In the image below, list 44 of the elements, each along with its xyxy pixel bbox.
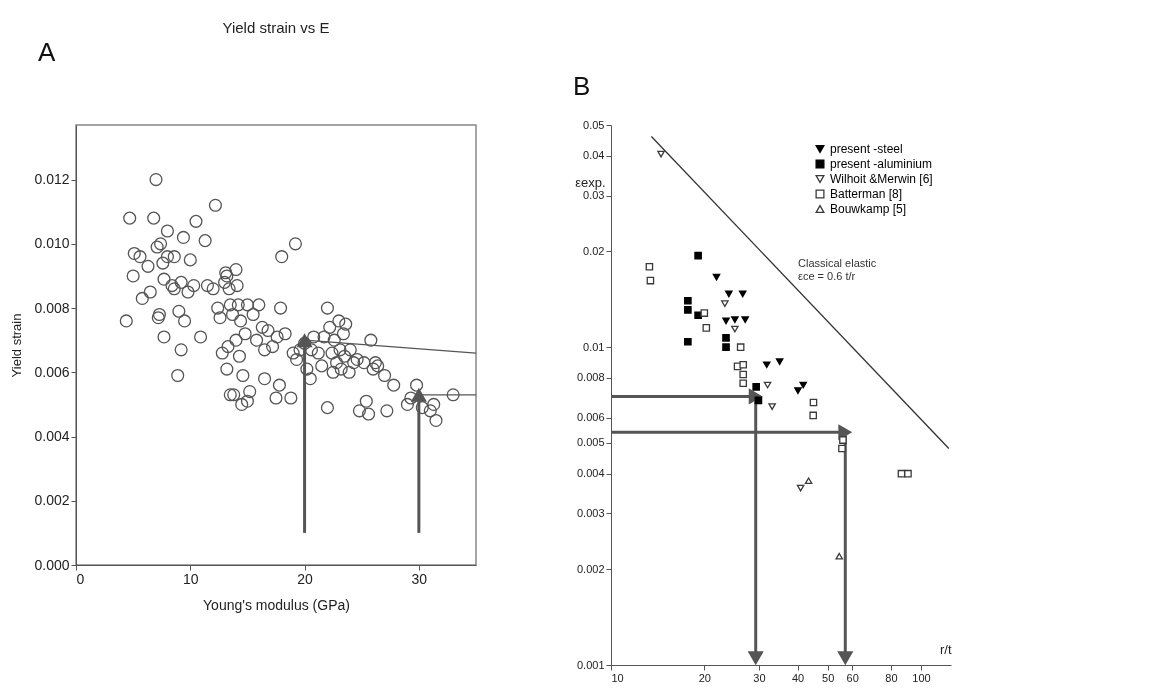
y-tick-label: 0.04 bbox=[583, 149, 605, 162]
x-tick-label: 80 bbox=[885, 671, 898, 684]
y-tick-label: 0.002 bbox=[34, 492, 70, 509]
y-tick-label: 0.005 bbox=[576, 436, 605, 449]
y-tick-label: 0.010 bbox=[34, 235, 70, 252]
x-tick-label: 100 bbox=[912, 671, 931, 684]
y-tick-label: 0.006 bbox=[34, 363, 70, 380]
x-axis-title: Young's modulus (GPa) bbox=[203, 596, 350, 613]
y-tick-label: 0.008 bbox=[34, 299, 70, 316]
y-tick-label: 0.012 bbox=[34, 171, 70, 188]
x-tick-label: 0 bbox=[76, 570, 85, 587]
y-tick-label: 0.003 bbox=[576, 506, 605, 519]
y-tick-label: 0.02 bbox=[583, 244, 605, 257]
x-tick-label: 10 bbox=[611, 671, 624, 684]
y-tick-label: 0.004 bbox=[576, 467, 605, 480]
legend-label: present -aluminium bbox=[830, 157, 933, 171]
x-tick-label: 40 bbox=[791, 671, 805, 684]
chart-title: Yield strain vs E bbox=[222, 19, 330, 36]
x-tick-label: 30 bbox=[411, 570, 428, 587]
y-tick-label: 0.001 bbox=[576, 658, 605, 671]
x-tick-label: 10 bbox=[183, 570, 199, 587]
y-tick-label: 0.05 bbox=[583, 118, 605, 131]
y-tick-label: 0.006 bbox=[576, 411, 605, 424]
x-tick-label: 20 bbox=[297, 570, 314, 587]
y-tick-label: 0.002 bbox=[576, 562, 605, 575]
annotation: Classical elastic εce = 0.6 t/r bbox=[798, 257, 877, 283]
x-tick-label: 30 bbox=[753, 671, 766, 684]
y-tick-label: 0.008 bbox=[576, 371, 605, 384]
x-axis-title: r/t bbox=[939, 641, 952, 657]
y-tick-label: 0.000 bbox=[34, 556, 70, 573]
x-tick-label: 50 bbox=[822, 671, 835, 684]
legend-label: present -steel bbox=[830, 142, 903, 156]
text: A bbox=[38, 37, 56, 67]
text: B bbox=[573, 71, 591, 101]
y-tick-label: 0.01 bbox=[583, 340, 605, 353]
legend-label: Batterman [8] bbox=[830, 187, 903, 201]
y-tick-label: 0.004 bbox=[34, 428, 70, 445]
y-axis-title: εexp. bbox=[575, 174, 606, 190]
legend-label: Bouwkamp [5] bbox=[830, 202, 907, 216]
legend-label: Wilhoit &Merwin [6] bbox=[830, 172, 933, 186]
y-tick-label: 0.03 bbox=[583, 189, 605, 202]
x-tick-label: 20 bbox=[698, 671, 711, 684]
x-tick-label: 60 bbox=[846, 671, 859, 684]
y-axis-title: Yield strain bbox=[9, 313, 25, 378]
